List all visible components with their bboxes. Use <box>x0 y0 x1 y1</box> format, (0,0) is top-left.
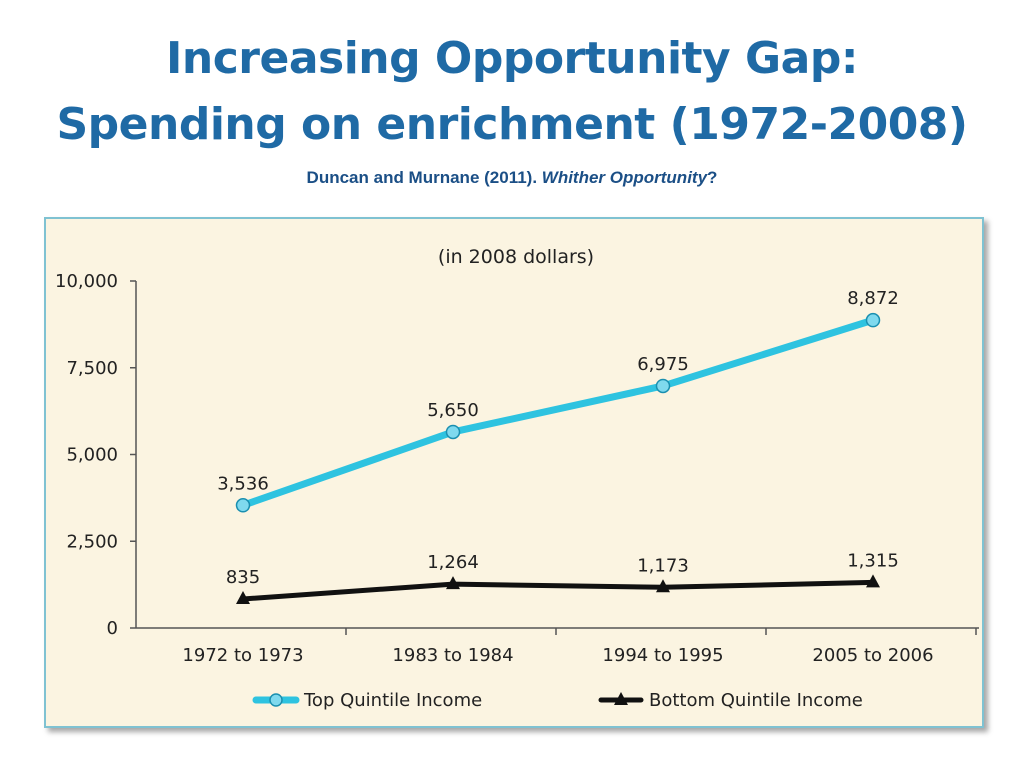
data-point <box>446 576 460 590</box>
data-label: 1,173 <box>637 555 689 576</box>
x-tick-label: 1983 to 1984 <box>392 645 513 666</box>
legend-marker <box>614 692 628 705</box>
citation-authors: Duncan and Murnane (2011). <box>306 168 542 187</box>
data-label: 1,264 <box>427 552 479 573</box>
series-line <box>239 316 877 509</box>
data-point <box>445 424 461 440</box>
title-line-1: Increasing Opportunity Gap: <box>166 33 858 84</box>
citation-end: ? <box>707 168 718 187</box>
x-tick-label: 1972 to 1973 <box>182 645 303 666</box>
y-tick-label: 5,000 <box>66 445 118 466</box>
data-point <box>655 378 671 394</box>
data-label: 6,975 <box>637 354 689 375</box>
data-point <box>236 591 250 605</box>
legend-item-top-quintile: Top Quintile Income <box>252 690 482 711</box>
data-label: 835 <box>226 567 260 588</box>
chart-title: (in 2008 dollars) <box>438 246 594 268</box>
data-label: 5,650 <box>427 400 479 421</box>
y-tick-label: 2,500 <box>66 531 118 552</box>
legend-item-bottom-quintile: Bottom Quintile Income <box>598 690 863 711</box>
data-point <box>866 574 880 588</box>
line-chart: (in 2008 dollars) 0 2,500 5,000 7,500 10,000… <box>55 246 979 711</box>
legend-label: Bottom Quintile Income <box>649 690 863 711</box>
series-layer: 3,536 5,650 6,975 8,872 835 1,264 1,173 1,315 <box>217 288 899 605</box>
title-line-2: Spending on enrichment (1972-2008) <box>56 99 968 150</box>
legend: Top Quintile Income Bottom Quintile Incom… <box>252 690 863 711</box>
chart-panel: (in 2008 dollars) 0 2,500 5,000 7,500 10,000… <box>44 217 984 728</box>
data-label: 3,536 <box>217 473 269 494</box>
slide-title: Increasing Opportunity Gap: Spending on … <box>0 26 1024 158</box>
legend-marker <box>269 693 283 707</box>
data-point <box>656 579 670 593</box>
series-line <box>240 579 876 602</box>
data-point <box>235 498 251 513</box>
series-bottom-quintile: 835 1,264 1,173 1,315 <box>226 550 899 605</box>
y-tick-label: 10,000 <box>55 271 118 292</box>
data-point <box>865 312 881 328</box>
citation-book-title: Whither Opportunity <box>541 168 708 187</box>
series-top-quintile: 3,536 5,650 6,975 8,872 <box>217 288 899 513</box>
data-label: 1,315 <box>847 550 899 571</box>
y-tick-label: 0 <box>107 618 118 639</box>
x-tick-label: 1994 to 1995 <box>602 645 723 666</box>
citation: Duncan and Murnane (2011). Whither Oppor… <box>0 168 1024 188</box>
x-tick-label: 2005 to 2006 <box>812 645 933 666</box>
axes: 0 2,500 5,000 7,500 10,000 1972 to 1973 1983 t… <box>55 271 979 666</box>
data-label: 8,872 <box>847 288 899 309</box>
y-tick-label: 7,500 <box>66 358 118 379</box>
legend-label: Top Quintile Income <box>303 690 482 711</box>
